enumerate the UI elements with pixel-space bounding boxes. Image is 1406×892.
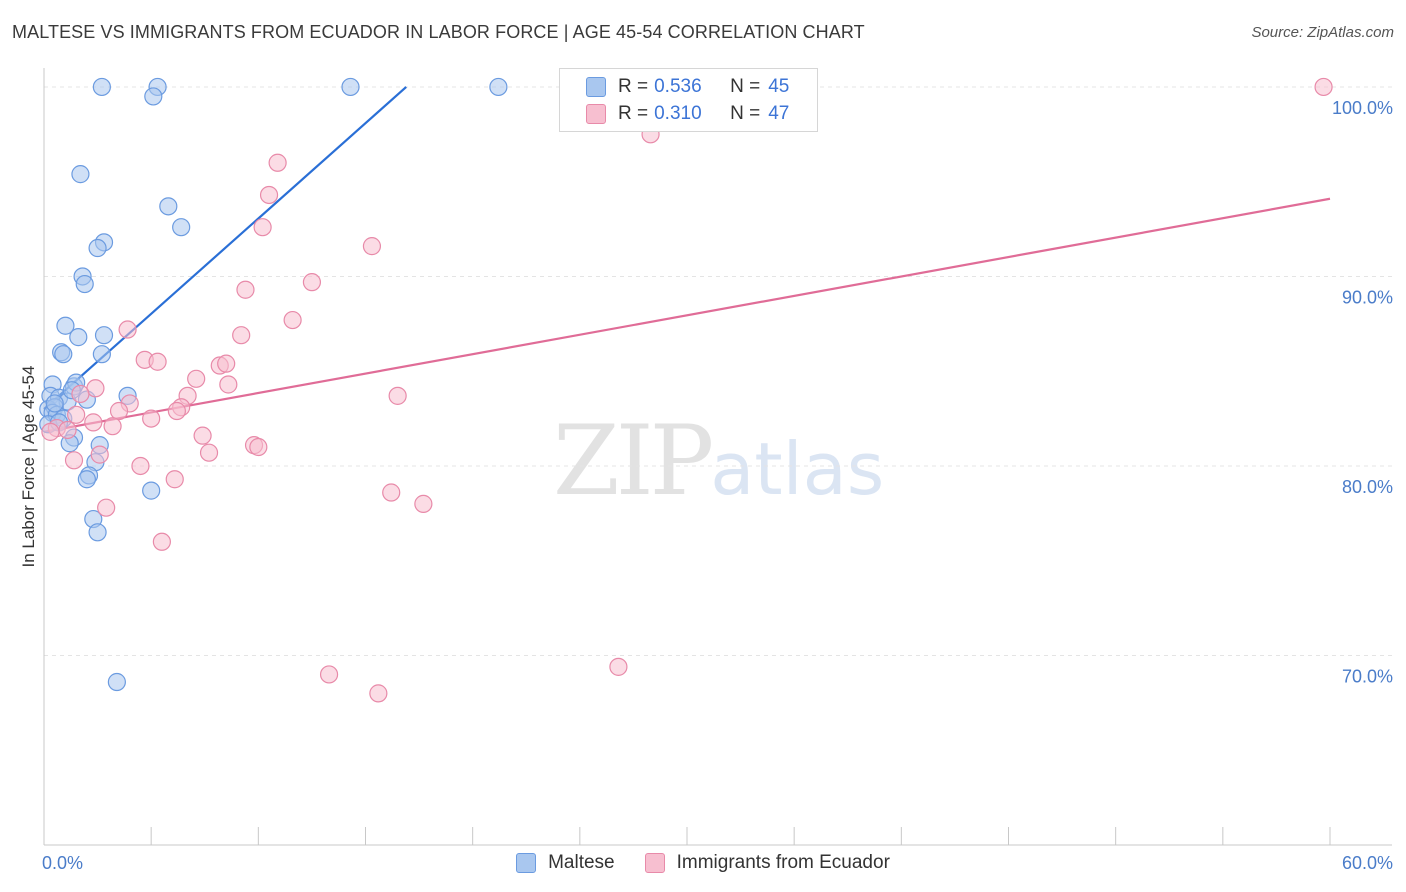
data-point — [268, 153, 287, 172]
data-point — [94, 326, 114, 345]
legend-item-maltese: Maltese — [516, 852, 615, 874]
tick-labels: 70.0% 80.0% 90.0% 100.0% 0.0% 60.0% In Labor F… — [19, 98, 1393, 873]
data-point — [142, 481, 161, 500]
y-tick-label: 90.0% — [1342, 287, 1393, 307]
data-point — [97, 498, 116, 517]
y-axis-label: In Labor Force | Age 45-54 — [19, 366, 38, 568]
data-point — [217, 354, 236, 373]
data-point — [69, 328, 88, 347]
watermark: ZIPatlas — [553, 405, 884, 517]
watermark-atlas: atlas — [710, 427, 885, 511]
data-point — [319, 665, 339, 684]
legend-swatch-blue — [516, 853, 537, 873]
data-point — [253, 218, 272, 237]
legend-n-value: 47 — [768, 103, 790, 124]
data-point — [152, 532, 171, 551]
data-point — [249, 437, 268, 457]
data-point — [107, 672, 126, 692]
legend-r-label: R = — [618, 76, 649, 97]
trendlines — [43, 86, 1331, 433]
legend-r-label: R = — [618, 103, 649, 124]
data-point — [41, 422, 60, 441]
data-point — [236, 280, 255, 299]
legend-n-value: 45 — [768, 76, 790, 97]
data-point — [232, 326, 251, 345]
legend-label-maltese: Maltese — [548, 852, 615, 873]
data-point — [187, 369, 206, 388]
data-point — [302, 273, 322, 292]
data-point — [45, 394, 64, 413]
data-point — [219, 375, 238, 394]
data-point — [67, 405, 86, 424]
watermark-zip: ZIP — [553, 405, 714, 517]
axes — [43, 68, 1392, 846]
data-point — [131, 456, 150, 476]
legend-swatch-pink — [586, 104, 606, 124]
data-point — [71, 384, 90, 404]
y-tick-label: 80.0% — [1342, 477, 1393, 497]
data-point — [193, 426, 212, 445]
data-point — [167, 401, 186, 421]
data-point — [118, 320, 137, 339]
x-tick-label-max: 60.0% — [1342, 853, 1393, 873]
data-point — [142, 409, 161, 428]
data-point — [259, 185, 279, 205]
data-point — [144, 87, 163, 106]
data-point — [77, 470, 96, 489]
data-point — [64, 451, 84, 470]
legend-row-maltese: R = 0.536 N = 45 — [586, 74, 789, 100]
data-point — [382, 483, 401, 502]
data-point — [71, 165, 90, 184]
data-point — [88, 523, 107, 542]
data-point — [199, 443, 219, 462]
y-tick-label: 100.0% — [1332, 98, 1393, 118]
data-point — [283, 310, 302, 330]
legend-r-value: 0.536 — [654, 76, 702, 97]
data-point — [159, 197, 178, 216]
data-point — [88, 238, 107, 258]
data-point — [109, 401, 129, 421]
data-point — [148, 352, 167, 371]
source-label: Source: ZipAtlas.com — [1251, 24, 1394, 41]
series-maltese-points — [39, 77, 508, 692]
legend-n-label: N = — [730, 76, 761, 97]
legend-swatch-pink — [644, 853, 665, 873]
data-point — [165, 470, 184, 489]
data-point — [103, 417, 122, 436]
data-point — [609, 657, 628, 676]
legend-swatch-blue — [586, 77, 606, 97]
correlation-legend: R = 0.536 N = 45 R = 0.310 N = 47 — [559, 68, 818, 132]
data-point — [341, 77, 360, 97]
x-tick-label-min: 0.0% — [42, 853, 83, 873]
legend-row-ecuador: R = 0.310 N = 47 — [586, 101, 789, 127]
data-point — [1314, 77, 1333, 97]
y-tick-label: 70.0% — [1342, 666, 1393, 686]
data-point — [58, 420, 77, 440]
data-point — [489, 77, 508, 97]
gridlines — [44, 86, 1392, 656]
data-point — [92, 77, 111, 97]
data-point — [56, 316, 75, 335]
series-legend: Maltese Immigrants from Ecuador — [0, 852, 1406, 874]
legend-item-ecuador: Immigrants from Ecuador — [644, 852, 890, 874]
series-ecuador-points — [41, 77, 1333, 703]
data-point — [92, 345, 111, 364]
data-point — [414, 494, 433, 513]
data-point — [54, 345, 73, 364]
legend-label-ecuador: Immigrants from Ecuador — [676, 852, 890, 873]
data-point — [388, 386, 407, 405]
trendline-ecuador — [43, 197, 1331, 433]
data-point — [75, 274, 94, 294]
data-point — [84, 413, 103, 432]
legend-n-label: N = — [730, 103, 761, 124]
chart-title: MALTESE VS IMMIGRANTS FROM ECUADOR IN LA… — [12, 22, 865, 42]
data-point — [172, 218, 191, 237]
data-point — [90, 445, 109, 464]
legend-r-value: 0.310 — [654, 103, 702, 124]
data-point — [369, 684, 388, 703]
data-point — [362, 237, 382, 256]
